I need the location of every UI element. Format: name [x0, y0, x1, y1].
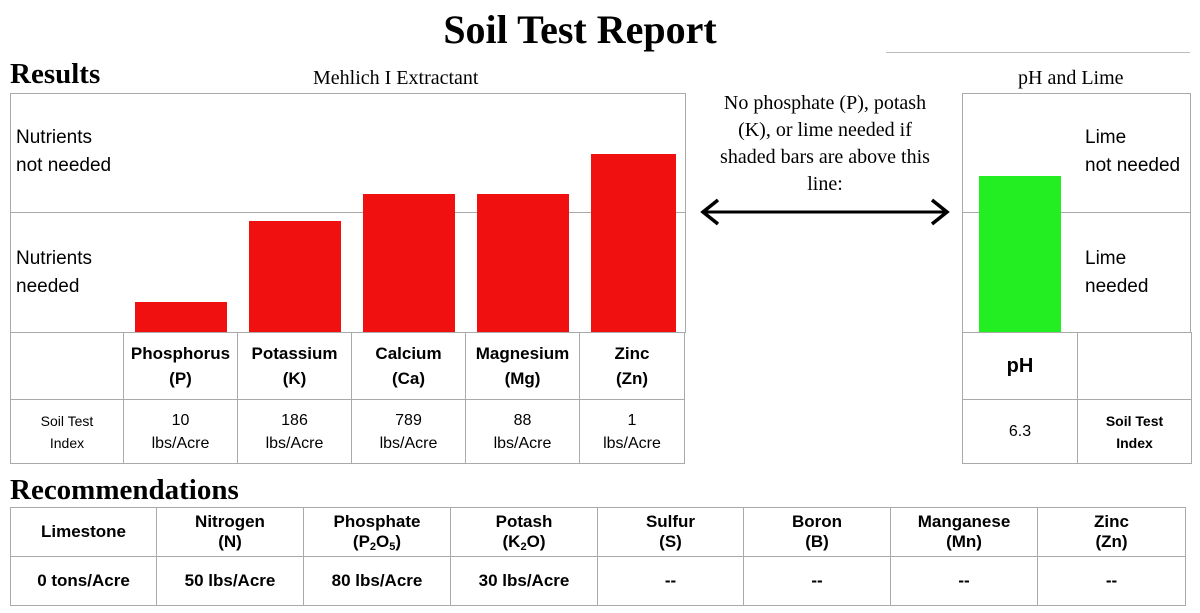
- nutrient-table: Phosphorus (P) Potassium (K) Calcium (Ca) M…: [10, 332, 685, 464]
- ph-chart: Lime not needed Lime needed: [962, 93, 1191, 333]
- threshold-line: [11, 212, 685, 213]
- rec-header: Sulfur (S): [597, 507, 744, 557]
- zone-label-line: Nutrients: [16, 248, 93, 269]
- rec-header: Manganese (Mn): [890, 507, 1038, 557]
- row-label: Soil Test Index: [10, 399, 124, 464]
- rec-header: Limestone: [10, 507, 157, 557]
- rec-header: Phosphate (P2O5): [303, 507, 451, 557]
- results-heading: Results: [10, 58, 101, 90]
- note-line: line:: [807, 173, 843, 195]
- lime-needed-label: Lime needed: [1085, 245, 1148, 301]
- extractant-label: Mehlich I Extractant: [313, 67, 479, 89]
- nutrient-header: Phosphorus (P): [123, 332, 238, 400]
- bar-zinc: [591, 154, 676, 332]
- rec-header: Boron (B): [743, 507, 891, 557]
- note-line: (K), or lime needed if: [738, 119, 912, 141]
- rec-value: --: [743, 556, 891, 606]
- rec-header: Zinc (Zn): [1037, 507, 1186, 557]
- lime-not-needed-label: Lime not needed: [1085, 124, 1180, 180]
- note-line: No phosphate (P), potash: [723, 92, 927, 114]
- rec-value: 80 lbs/Acre: [303, 556, 451, 606]
- threshold-line: [963, 212, 1190, 213]
- double-arrow-icon: [700, 198, 950, 226]
- bar-magnesium: [477, 194, 569, 332]
- rec-value: --: [597, 556, 744, 606]
- page-title: Soil Test Report: [443, 7, 717, 52]
- nutrient-value: 789 lbs/Acre: [351, 399, 466, 464]
- bar-calcium: [363, 194, 455, 332]
- nutrient-value: 1 lbs/Acre: [579, 399, 685, 464]
- zone-needed-label: Nutrients needed: [16, 245, 92, 301]
- zone-label-line: not needed: [1085, 155, 1181, 176]
- nutrient-value: 186 lbs/Acre: [237, 399, 352, 464]
- zone-label-line: not needed: [16, 155, 112, 176]
- table-corner: [1077, 332, 1192, 400]
- nutrient-header: Zinc (Zn): [579, 332, 685, 400]
- zone-not-needed-label: Nutrients not needed: [16, 124, 111, 180]
- recommendations-table: Limestone Nitrogen (N) Phosphate (P2O5) Po…: [10, 507, 1186, 606]
- bar-ph: [979, 176, 1061, 332]
- nutrient-chart: Nutrients not needed Nutrients needed: [10, 93, 686, 333]
- rec-header: Nitrogen (N): [156, 507, 304, 557]
- zone-label-line: Nutrients: [16, 127, 93, 148]
- ph-header: pH: [962, 332, 1078, 400]
- note-line: shaded bars are above this: [720, 146, 930, 168]
- rec-value: 50 lbs/Acre: [156, 556, 304, 606]
- ph-lime-heading: pH and Lime: [1018, 67, 1124, 89]
- rec-value: 0 tons/Acre: [10, 556, 157, 606]
- nutrient-header: Magnesium (Mg): [465, 332, 580, 400]
- table-corner: [10, 332, 124, 400]
- title-rule: [886, 52, 1190, 53]
- row-label: Soil Test Index: [1077, 399, 1192, 464]
- rec-value: 30 lbs/Acre: [450, 556, 598, 606]
- nutrient-value: 10 lbs/Acre: [123, 399, 238, 464]
- bar-phosphorus: [135, 302, 227, 332]
- ph-table: pH 6.3 Soil Test Index: [962, 332, 1192, 464]
- recommendations-heading: Recommendations: [10, 474, 239, 506]
- zone-label-line: needed: [1085, 276, 1149, 297]
- bar-potassium: [249, 221, 341, 332]
- rec-header: Potash (K2O): [450, 507, 598, 557]
- nutrient-header: Potassium (K): [237, 332, 352, 400]
- threshold-note: No phosphate (P), potash (K), or lime ne…: [700, 90, 950, 198]
- zone-label-line: Lime: [1085, 127, 1127, 148]
- ph-value: 6.3: [962, 399, 1078, 464]
- nutrient-value: 88 lbs/Acre: [465, 399, 580, 464]
- zone-label-line: Lime: [1085, 248, 1127, 269]
- nutrient-header: Calcium (Ca): [351, 332, 466, 400]
- rec-value: --: [890, 556, 1038, 606]
- zone-label-line: needed: [16, 276, 80, 297]
- rec-value: --: [1037, 556, 1186, 606]
